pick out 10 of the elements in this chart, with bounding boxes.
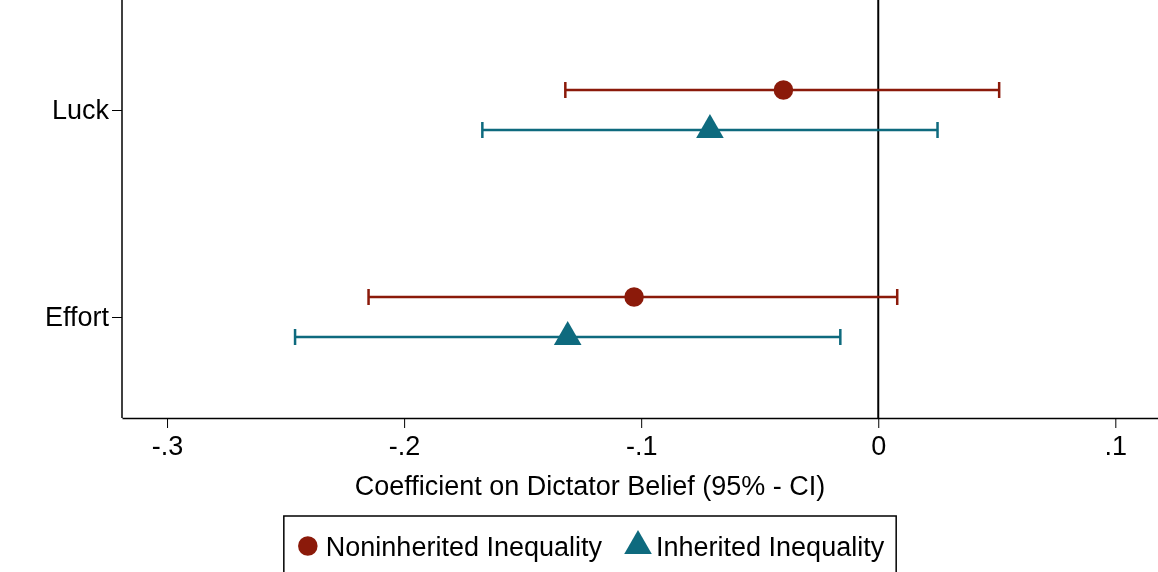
y-tick-label: Effort	[44, 302, 110, 333]
x-tick-label: .1	[1104, 431, 1128, 462]
y-tick-label: Luck	[51, 95, 110, 126]
legend-label: Inherited Inequality	[656, 532, 885, 562]
x-tick-label: -.3	[151, 431, 184, 462]
x-tick-label: -.2	[388, 431, 421, 462]
x-tick-label: -.1	[625, 431, 658, 462]
x-tick-label: 0	[871, 431, 887, 462]
x-axis-title: Coefficient on Dictator Belief (95% - CI)	[354, 471, 826, 501]
legend-label: Noninherited Inequality	[325, 532, 603, 562]
